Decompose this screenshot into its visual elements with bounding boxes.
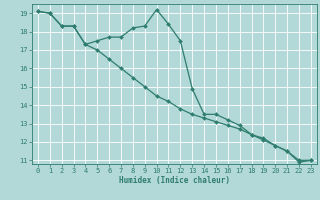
X-axis label: Humidex (Indice chaleur): Humidex (Indice chaleur)	[119, 176, 230, 185]
